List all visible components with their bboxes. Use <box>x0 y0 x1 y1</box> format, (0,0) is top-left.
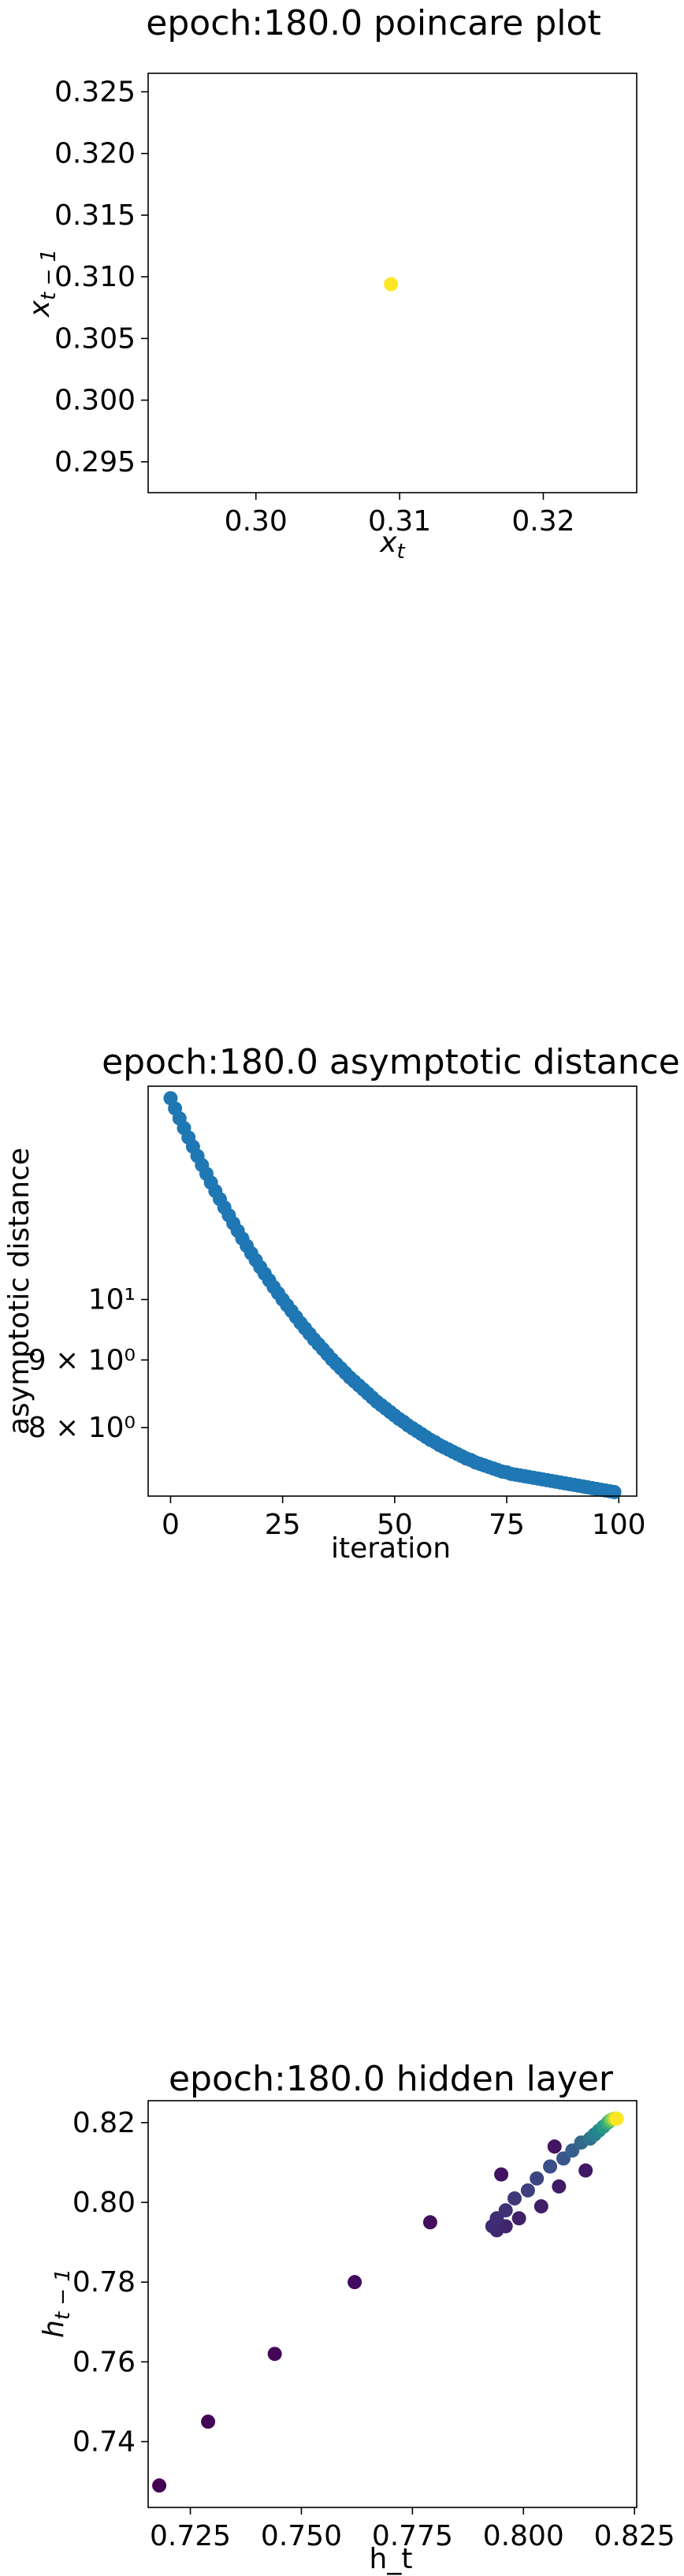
data-point <box>543 2159 558 2174</box>
asymptotic-points <box>163 1091 622 1499</box>
asymptotic-y-label: asymptotic distance <box>3 1148 35 1435</box>
data-point <box>152 2478 167 2493</box>
x-tick-label: 0.825 <box>594 2520 675 2552</box>
y-tick-label: 0.82 <box>72 2107 136 2139</box>
data-point <box>267 2347 282 2362</box>
poincare-title: epoch:180.0 poincare plot <box>146 3 600 43</box>
y-tick-label: 0.300 <box>54 385 136 417</box>
asymptotic-x-ticks: 0 25 50 75 100 <box>162 1496 646 1541</box>
x-tick-label: 0.775 <box>372 2520 453 2552</box>
data-point <box>520 2183 535 2198</box>
y-tick-label: 0.315 <box>54 199 136 232</box>
hidden-layer-points <box>152 2111 624 2493</box>
y-tick-label: 9 × 10⁰ <box>28 1344 136 1376</box>
x-tick-label: 0.32 <box>511 505 574 538</box>
y-tick-label: 0.74 <box>72 2426 136 2459</box>
y-tick-label: 0.325 <box>54 76 136 108</box>
data-point <box>530 2171 545 2186</box>
x-tick-label: 75 <box>489 1509 525 1541</box>
x-tick-label: 0.31 <box>368 505 431 538</box>
data-point <box>498 2203 513 2218</box>
data-point <box>533 2199 548 2214</box>
x-tick-label: 25 <box>265 1509 301 1541</box>
data-point <box>511 2211 526 2226</box>
y-tick-label: 0.78 <box>72 2266 136 2299</box>
x-tick-label: 0 <box>162 1509 180 1541</box>
y-tick-label: 0.80 <box>72 2187 136 2219</box>
data-point <box>494 2167 509 2182</box>
hidden-layer-x-ticks: 0.725 0.750 0.775 0.800 0.825 <box>150 2507 675 2552</box>
poincare-y-label: xt − 1 <box>24 249 61 318</box>
data-point <box>348 2275 362 2290</box>
data-point <box>201 2414 216 2429</box>
x-tick-label: 0.30 <box>225 505 288 538</box>
y-tick-label: 0.305 <box>54 322 136 355</box>
data-point <box>552 2179 567 2194</box>
poincare-points <box>384 277 399 292</box>
y-tick-label: 0.320 <box>54 138 136 170</box>
poincare-x-ticks: 0.30 0.31 0.32 <box>225 493 575 538</box>
x-tick-label: 100 <box>592 1509 646 1541</box>
asymptotic-title: epoch:180.0 asymptotic distance <box>102 1042 680 1082</box>
data-point <box>384 277 399 292</box>
data-point <box>422 2215 437 2230</box>
hidden-layer-x-label: h_t <box>370 2543 413 2575</box>
asymptotic-axes-frame <box>147 1085 638 1497</box>
data-point <box>507 2191 522 2206</box>
y-tick-label: 8 × 10⁰ <box>28 1412 136 1444</box>
data-point <box>547 2139 562 2154</box>
poincare-axes-frame <box>147 73 638 493</box>
asymptotic-distance-chart: epoch:180.0 asymptotic distance 8 × 10⁰ 9… <box>3 1042 680 1565</box>
x-tick-label: 50 <box>377 1509 413 1541</box>
y-tick-label: 10¹ <box>88 1284 136 1316</box>
data-point <box>607 1484 622 1499</box>
y-tick-label: 0.76 <box>72 2346 136 2378</box>
hidden-layer-chart: epoch:180.0 hidden layer 0.74 0.76 0.78 0.8… <box>38 2059 675 2575</box>
hidden-layer-title: epoch:180.0 hidden layer <box>169 2059 614 2099</box>
poincare-chart: epoch:180.0 poincare plot 0.295 0.300 0.30… <box>24 3 638 564</box>
asymptotic-y-ticks: 8 × 10⁰ 9 × 10⁰ 10¹ <box>28 1284 148 1444</box>
asymptotic-x-label: iteration <box>331 1532 451 1565</box>
x-tick-label: 0.800 <box>483 2520 564 2552</box>
data-point <box>578 2163 593 2178</box>
x-tick-label: 0.725 <box>150 2520 231 2552</box>
data-point <box>609 2111 624 2126</box>
hidden-layer-y-ticks: 0.74 0.76 0.78 0.80 0.82 <box>72 2107 148 2459</box>
y-tick-label: 0.295 <box>54 446 136 478</box>
poincare-y-ticks: 0.295 0.300 0.305 0.310 0.315 0.320 0.325 <box>54 76 148 478</box>
x-tick-label: 0.750 <box>261 2520 342 2552</box>
hidden-layer-axes-frame <box>147 2100 638 2508</box>
y-tick-label: 0.310 <box>54 261 136 293</box>
